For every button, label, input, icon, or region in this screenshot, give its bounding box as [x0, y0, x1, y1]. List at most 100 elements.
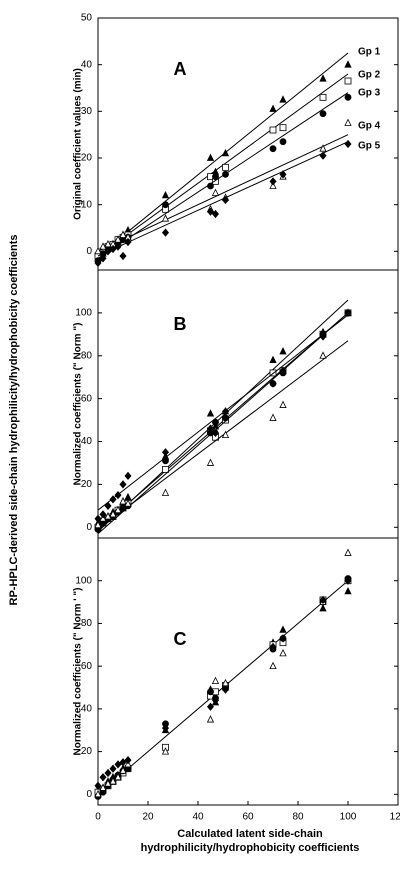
- data-point: [161, 190, 170, 199]
- y-tick-label: 10: [81, 199, 93, 210]
- data-point: [207, 182, 214, 190]
- trend-line: [97, 340, 349, 530]
- shared-y-label: RP-HPLC-derived side-chain hydrophilicit…: [8, 235, 20, 606]
- data-point: [162, 201, 169, 209]
- data-point: [161, 747, 170, 755]
- data-point: [221, 685, 230, 694]
- data-point: [279, 170, 287, 179]
- data-point: [206, 702, 215, 711]
- data-point: [211, 188, 220, 196]
- x-axis-label: hydrophilicity/hydrophobicity coefficien…: [141, 842, 360, 854]
- data-point: [114, 760, 122, 769]
- data-point: [119, 251, 127, 261]
- y-tick-label: 30: [81, 106, 93, 117]
- data-point: [269, 181, 277, 189]
- data-point: [119, 230, 127, 238]
- panel-label: C: [174, 629, 187, 649]
- data-point: [222, 414, 229, 422]
- y-tick-label: 80: [81, 350, 93, 361]
- data-point: [344, 576, 352, 585]
- data-point: [207, 688, 214, 696]
- data-point: [279, 648, 287, 657]
- data-point: [162, 465, 169, 473]
- y-tick-label: 20: [81, 746, 93, 757]
- panel-label: A: [174, 59, 187, 79]
- trend-line: [97, 312, 349, 535]
- y-tick-label: 60: [81, 661, 93, 672]
- data-point: [211, 209, 220, 219]
- legend-label: Gp 4: [358, 121, 381, 132]
- data-point: [344, 139, 352, 149]
- data-point: [104, 239, 112, 248]
- data-point: [279, 347, 287, 355]
- data-point: [222, 163, 229, 171]
- data-point: [269, 413, 277, 421]
- data-point: [319, 74, 327, 82]
- data-point: [94, 258, 102, 268]
- y-tick-label: 40: [81, 59, 93, 70]
- y-tick-label: 20: [81, 479, 93, 490]
- data-point: [124, 499, 132, 507]
- data-point: [161, 448, 170, 457]
- data-point: [269, 177, 277, 186]
- data-point: [119, 758, 127, 767]
- data-point: [119, 497, 127, 505]
- data-point: [114, 242, 122, 251]
- data-point: [211, 428, 220, 438]
- data-point: [344, 60, 352, 68]
- data-point: [279, 366, 287, 375]
- data-point: [344, 118, 352, 126]
- data-point: [211, 676, 220, 685]
- data-point: [269, 126, 277, 134]
- data-point: [319, 110, 327, 118]
- data-point: [319, 93, 327, 101]
- data-point: [124, 237, 132, 247]
- data-point: [99, 773, 107, 782]
- data-point: [279, 138, 287, 146]
- data-point: [161, 214, 170, 222]
- data-point: [269, 661, 277, 670]
- legend-label: Gp 2: [358, 70, 381, 81]
- trend-line: [97, 134, 349, 252]
- data-point: [109, 495, 117, 504]
- data-point: [206, 153, 215, 161]
- data-point: [119, 480, 127, 489]
- data-point: [319, 144, 327, 152]
- data-point: [104, 512, 112, 520]
- data-point: [206, 458, 215, 466]
- data-point: [161, 228, 170, 237]
- data-point: [99, 783, 107, 791]
- data-point: [94, 781, 102, 790]
- data-point: [99, 254, 107, 263]
- data-point: [104, 768, 112, 778]
- data-point: [109, 764, 117, 773]
- legend-label: Gp 5: [358, 141, 381, 152]
- data-point: [279, 634, 287, 643]
- data-point: [114, 235, 122, 243]
- y-tick-label: 0: [86, 246, 92, 257]
- legend-label: Gp 1: [358, 47, 381, 58]
- data-point: [114, 491, 122, 500]
- data-point: [319, 151, 327, 160]
- data-point: [279, 400, 287, 408]
- data-point: [124, 492, 132, 501]
- data-point: [124, 756, 132, 765]
- data-point: [161, 488, 170, 496]
- data-point: [206, 715, 215, 723]
- data-point: [99, 242, 107, 250]
- legend-label: Gp 3: [358, 88, 381, 99]
- y-tick-label: 80: [81, 618, 93, 629]
- data-point: [269, 355, 277, 363]
- plot-frame: [97, 17, 399, 271]
- data-point: [212, 173, 219, 181]
- x-tick-label: 0: [95, 812, 101, 823]
- x-axis-label: Calculated latent side-chain: [177, 828, 323, 840]
- data-point: [104, 247, 112, 256]
- data-point: [319, 595, 327, 605]
- y-tick-label: 20: [81, 153, 93, 164]
- y-tick-label: 100: [75, 575, 92, 586]
- data-point: [222, 170, 229, 178]
- data-point: [109, 510, 117, 518]
- data-point: [99, 510, 107, 519]
